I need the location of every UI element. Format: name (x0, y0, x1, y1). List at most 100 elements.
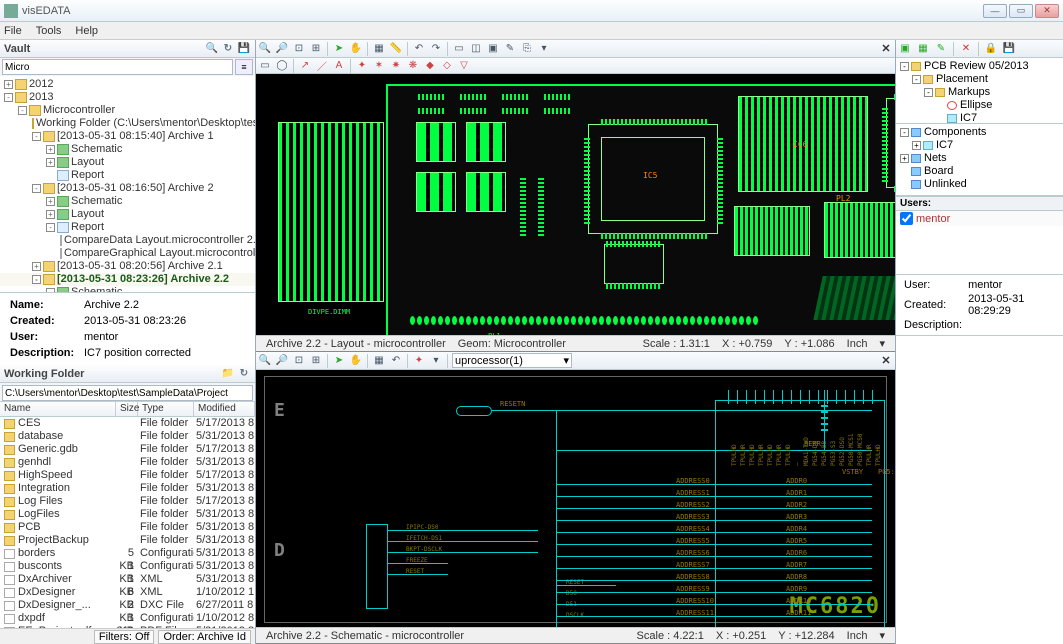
zoom-in-icon[interactable]: 🔍 (258, 42, 272, 56)
zoom-sel-icon[interactable]: ⊞ (309, 42, 323, 56)
tree-row[interactable]: CompareGraphical Layout.microcontroller … (0, 247, 255, 260)
markup-1-icon[interactable]: ✦ (355, 59, 369, 73)
tree-row[interactable]: +Schematic (0, 195, 255, 208)
layout-canvas[interactable]: IC5 IC6 IC6 68230 10 9002 (256, 74, 895, 335)
file-row[interactable]: DxArchiver1 KBXML Document5/31/2013 8 (0, 573, 255, 586)
file-list[interactable]: CESFile folder5/17/2013 8databaseFile fo… (0, 417, 255, 628)
s-zoom-fit-icon[interactable]: ⊡ (292, 354, 306, 368)
s-layer-icon[interactable]: ▦ (372, 354, 386, 368)
description-box[interactable] (896, 335, 1063, 644)
menu-tools[interactable]: Tools (36, 25, 62, 37)
s-zoom-in-icon[interactable]: 🔍 (258, 354, 272, 368)
copy-icon[interactable]: ⎘ (520, 42, 534, 56)
vault-tree[interactable]: +2012-2013-MicrocontrollerWorking Folder… (0, 76, 255, 292)
file-row[interactable]: ProjectBackupFile folder5/31/2013 8 (0, 534, 255, 547)
refresh-icon[interactable]: ↻ (221, 42, 235, 56)
col-name[interactable]: Name (0, 402, 116, 416)
tree-row[interactable]: +[2013-05-31 08:20:56] Archive 2.1 (0, 260, 255, 273)
vault-search-input[interactable] (2, 59, 233, 75)
user-checkbox[interactable] (900, 212, 913, 225)
markup-ellipse-icon[interactable]: ◯ (275, 59, 289, 73)
markup-rect-icon[interactable]: ▭ (258, 59, 272, 73)
user-row[interactable]: mentor (896, 211, 1063, 226)
tree-row[interactable]: -Report (0, 221, 255, 234)
s-undo-icon[interactable]: ↶ (389, 354, 403, 368)
s-zoom-sel-icon[interactable]: ⊞ (309, 354, 323, 368)
file-row[interactable]: Log FilesFile folder5/17/2013 8 (0, 495, 255, 508)
ruler-icon[interactable]: 📏 (389, 42, 403, 56)
wf-refresh-icon[interactable]: ↻ (237, 367, 251, 381)
tree-row[interactable]: +Layout (0, 208, 255, 221)
r-edit-icon[interactable]: ✎ (934, 42, 948, 56)
redo-icon[interactable]: ↷ (429, 42, 443, 56)
s-hl-icon[interactable]: ✦ (412, 354, 426, 368)
tree-row[interactable]: +Schematic (0, 143, 255, 156)
tree-row[interactable]: -[2013-05-31 08:16:50] Archive 2 (0, 182, 255, 195)
rtree-row[interactable]: -PCB Review 05/2013 (898, 60, 1061, 73)
file-row[interactable]: PCBFile folder5/31/2013 8 (0, 521, 255, 534)
file-row[interactable]: DxDesigner_...2 KBDXC File6/27/2011 8 (0, 599, 255, 612)
select-win-icon[interactable]: ◫ (469, 42, 483, 56)
zoom-fit-icon[interactable]: ⊡ (292, 42, 306, 56)
highlight-icon[interactable]: ✎ (503, 42, 517, 56)
schem-close-icon[interactable]: ✕ (879, 354, 893, 368)
file-row[interactable]: CESFile folder5/17/2013 8 (0, 417, 255, 430)
save-icon[interactable]: 💾 (237, 42, 251, 56)
markup-4-icon[interactable]: ❋ (406, 59, 420, 73)
tree-row[interactable]: -2013 (0, 91, 255, 104)
markup-2-icon[interactable]: ✶ (372, 59, 386, 73)
s-more-icon[interactable]: ▾ (429, 354, 443, 368)
sheet-dropdown[interactable]: uprocessor(1)▾ (452, 353, 572, 368)
wf-filters[interactable]: Filters: Off (94, 630, 155, 644)
file-row[interactable]: borders5 KBConfiguration s...5/31/2013 8 (0, 547, 255, 560)
maximize-button[interactable]: ▭ (1009, 4, 1033, 18)
wf-path-input[interactable] (2, 385, 253, 401)
file-row[interactable]: DxDesigner6 KBXML Document1/10/2012 1 (0, 586, 255, 599)
select-all-icon[interactable]: ▣ (486, 42, 500, 56)
s-pointer-icon[interactable]: ➤ (332, 354, 346, 368)
tree-row[interactable]: Report (0, 169, 255, 182)
layer-icon[interactable]: ▦ (372, 42, 386, 56)
file-row[interactable]: LogFilesFile folder5/31/2013 8 (0, 508, 255, 521)
rtree-row[interactable]: Unlinked (898, 178, 1061, 191)
pointer-icon[interactable]: ➤ (332, 42, 346, 56)
markup-line-icon[interactable]: ／ (315, 59, 329, 73)
markup-5-icon[interactable]: ◆ (423, 59, 437, 73)
markup-arrow-icon[interactable]: ↗ (298, 59, 312, 73)
schem-canvas[interactable]: E D MC6820 RESETN BERR IPIPC- (256, 370, 895, 627)
zoom-out-icon[interactable]: 🔎 (275, 42, 289, 56)
file-row[interactable]: databaseFile folder5/31/2013 8 (0, 430, 255, 443)
s-pan-icon[interactable]: ✋ (349, 354, 363, 368)
rtree-row[interactable]: Board (898, 165, 1061, 178)
markup-text-icon[interactable]: A (332, 59, 346, 73)
file-row[interactable]: genhdlFile folder5/31/2013 8 (0, 456, 255, 469)
rtree-row[interactable]: Ellipse (898, 99, 1061, 112)
select-rect-icon[interactable]: ▭ (452, 42, 466, 56)
col-modified[interactable]: Modified (194, 402, 255, 416)
file-row[interactable]: HighSpeedFile folder5/17/2013 8 (0, 469, 255, 482)
file-row[interactable]: Generic.gdbFile folder5/17/2013 8 (0, 443, 255, 456)
tree-row[interactable]: +Layout (0, 156, 255, 169)
tree-row[interactable]: Working Folder (C:\Users\mentor\Desktop\… (0, 117, 255, 130)
file-row[interactable]: busconts1 KBConfiguration s...5/31/2013 … (0, 560, 255, 573)
tree-row[interactable]: -Microcontroller (0, 104, 255, 117)
vault-search-clear[interactable]: ≡ (235, 59, 253, 75)
r-save-icon[interactable]: 💾 (1002, 42, 1016, 56)
wf-up-icon[interactable]: 📁 (221, 367, 235, 381)
rtree-row[interactable]: +IC7 (898, 139, 1061, 152)
components-tree[interactable]: -Components+IC7+NetsBoardUnlinked (896, 124, 1063, 196)
tree-row[interactable]: CompareData Layout.microcontroller 2.2.L… (0, 234, 255, 247)
rtree-row[interactable]: -Components (898, 126, 1061, 139)
tree-row[interactable]: -[2013-05-31 08:23:26] Archive 2.2 (0, 273, 255, 286)
minimize-button[interactable]: — (983, 4, 1007, 18)
markup-6-icon[interactable]: ◇ (440, 59, 454, 73)
close-button[interactable]: ✕ (1035, 4, 1059, 18)
tree-row[interactable]: +2012 (0, 78, 255, 91)
review-tree[interactable]: -PCB Review 05/2013-Placement-MarkupsEll… (896, 58, 1063, 124)
r-open-icon[interactable]: ▦ (916, 42, 930, 56)
rtree-row[interactable]: +Nets (898, 152, 1061, 165)
rtree-row[interactable]: -Placement (898, 73, 1061, 86)
search-icon[interactable]: 🔍 (205, 42, 219, 56)
pan-icon[interactable]: ✋ (349, 42, 363, 56)
col-type[interactable]: Type (138, 402, 194, 416)
